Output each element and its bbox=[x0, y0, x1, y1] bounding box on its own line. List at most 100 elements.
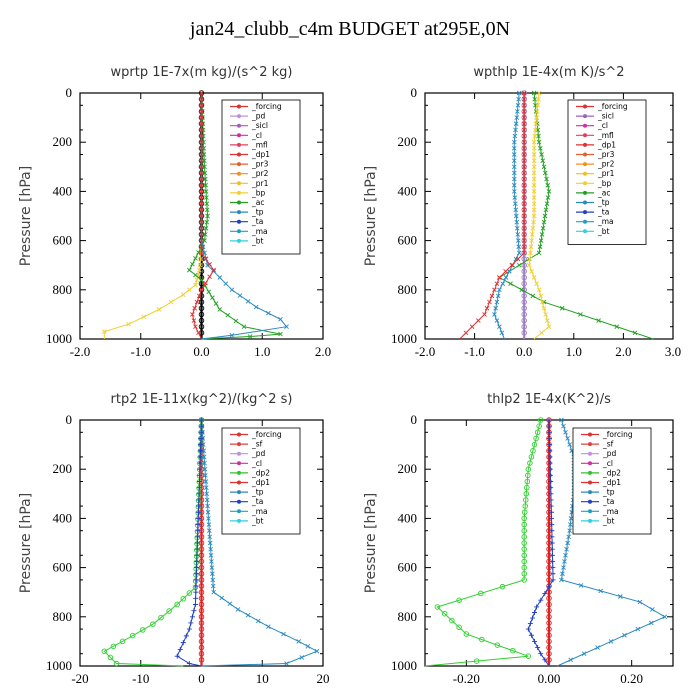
data-point bbox=[535, 102, 541, 108]
data-point bbox=[548, 503, 554, 509]
data-point bbox=[534, 604, 540, 610]
legend-label: _pr1 bbox=[597, 169, 615, 178]
chart-title: wpthlp 1E-4x(m K)/s^2 bbox=[473, 65, 624, 80]
data-point bbox=[516, 90, 522, 96]
data-point bbox=[180, 640, 186, 646]
y-axis-label: Pressure [hPa] bbox=[18, 493, 34, 593]
legend-label: _tp bbox=[251, 208, 264, 217]
data-point bbox=[534, 429, 541, 436]
data-point bbox=[156, 307, 162, 312]
data-point bbox=[546, 632, 552, 639]
data-point bbox=[113, 660, 120, 667]
data-point bbox=[521, 534, 527, 540]
data-point bbox=[545, 318, 550, 323]
data-point bbox=[500, 281, 506, 286]
legend-label: _forcing bbox=[251, 102, 282, 111]
data-point bbox=[278, 317, 283, 322]
data-point bbox=[186, 590, 193, 596]
data-point bbox=[194, 565, 200, 571]
data-point bbox=[198, 601, 205, 608]
data-point bbox=[542, 657, 548, 663]
y-tick-label: 0 bbox=[66, 85, 73, 100]
data-point bbox=[516, 262, 522, 268]
x-tick-label: 0.00 bbox=[538, 671, 561, 686]
data-point bbox=[199, 102, 204, 108]
data-point bbox=[521, 96, 527, 102]
data-point bbox=[229, 332, 235, 338]
data-point bbox=[527, 621, 533, 627]
data-point bbox=[521, 139, 527, 145]
y-axis-label: Pressure [hPa] bbox=[18, 166, 34, 266]
legend-label: _pr2 bbox=[251, 169, 269, 178]
data-point bbox=[534, 109, 540, 114]
legend-box bbox=[221, 427, 301, 535]
data-point bbox=[516, 96, 521, 102]
data-point bbox=[166, 608, 172, 614]
data-point bbox=[494, 642, 501, 648]
chart-panel-4: thlp2 1E-4x(K^2)/s Pressure [hPa] 0 200 400 6… bbox=[363, 392, 674, 686]
data-point bbox=[542, 213, 548, 219]
data-point bbox=[196, 503, 202, 509]
data-point bbox=[540, 158, 546, 163]
data-point bbox=[196, 491, 202, 497]
data-point bbox=[193, 324, 198, 330]
data-point bbox=[511, 152, 517, 157]
y-axis-label: Pressure [hPa] bbox=[363, 166, 379, 266]
data-point bbox=[567, 528, 572, 534]
data-point bbox=[129, 632, 136, 639]
data-point bbox=[177, 646, 183, 652]
legend-label: _ta bbox=[251, 497, 263, 506]
data-point bbox=[190, 312, 195, 317]
data-point bbox=[186, 626, 192, 632]
data-point bbox=[209, 559, 214, 564]
data-point bbox=[183, 633, 189, 639]
x-tick-label: 1.0 bbox=[254, 344, 270, 359]
legend-marker bbox=[583, 133, 587, 138]
data-point bbox=[531, 275, 537, 280]
y-tick-label: 1000 bbox=[46, 331, 72, 346]
legend-label: _forcing bbox=[602, 430, 633, 439]
data-point bbox=[535, 645, 541, 651]
data-point bbox=[245, 612, 251, 618]
data-point bbox=[203, 189, 209, 194]
data-point bbox=[463, 631, 470, 637]
data-point bbox=[563, 552, 568, 558]
data-point bbox=[545, 195, 551, 200]
data-point bbox=[198, 583, 205, 589]
data-point bbox=[198, 620, 205, 626]
data-point bbox=[449, 617, 455, 624]
data-point bbox=[546, 435, 552, 441]
data-point bbox=[561, 423, 566, 429]
series-line-bp bbox=[103, 93, 202, 339]
data-point bbox=[219, 595, 225, 601]
data-point bbox=[202, 170, 208, 176]
data-point bbox=[531, 152, 537, 157]
data-point bbox=[198, 423, 204, 429]
data-point bbox=[456, 624, 462, 631]
data-point bbox=[515, 238, 521, 243]
data-point bbox=[141, 314, 147, 320]
data-point bbox=[521, 558, 527, 565]
legend-marker bbox=[237, 123, 241, 128]
data-point bbox=[538, 293, 544, 299]
legend-label: _dp1 bbox=[251, 478, 270, 487]
data-point bbox=[223, 281, 229, 286]
legend-label: _pd bbox=[251, 449, 266, 458]
chart-panel-2: wpthlp 1E-4x(m K)/s^2 Pressure [hPa] 0 200 4… bbox=[363, 65, 681, 359]
legend-label: _ma bbox=[602, 507, 619, 516]
data-point bbox=[528, 632, 534, 638]
data-point bbox=[521, 115, 527, 120]
data-point bbox=[193, 272, 198, 278]
data-point bbox=[198, 442, 204, 448]
legend-label: _mfl bbox=[597, 131, 614, 140]
legend-label: _bp bbox=[597, 179, 612, 188]
data-point bbox=[536, 287, 542, 293]
data-point bbox=[195, 515, 201, 521]
data-point bbox=[539, 152, 544, 157]
data-point bbox=[199, 277, 204, 283]
data-point bbox=[199, 109, 205, 114]
data-point bbox=[549, 534, 555, 540]
data-point bbox=[521, 262, 527, 268]
data-point bbox=[521, 311, 527, 318]
